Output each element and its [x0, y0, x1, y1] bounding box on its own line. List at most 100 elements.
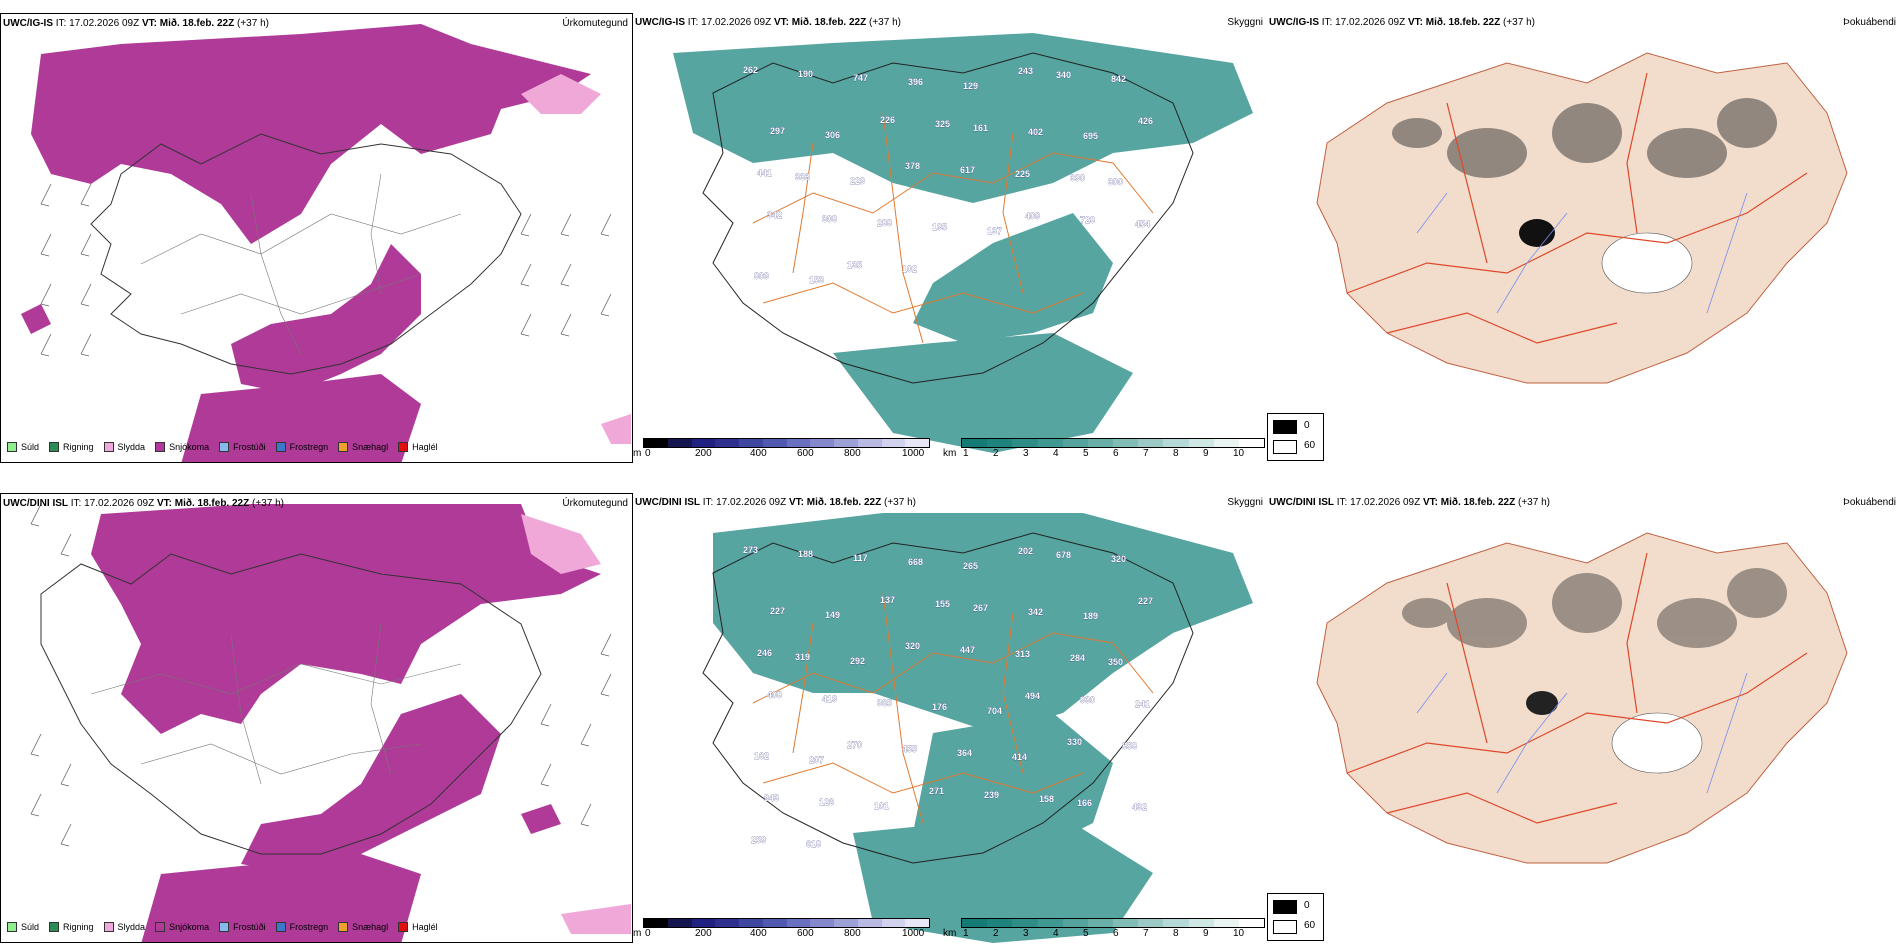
legend-label: Frostregn — [289, 442, 329, 452]
vis-strip — [961, 918, 1265, 928]
lead-time: (+37 h) — [869, 17, 901, 28]
precip-legend: Súld Rigning Slydda Snjókoma Frostúði Fr… — [7, 442, 448, 452]
model-name: UWC/IG-IS — [635, 17, 685, 28]
elev-unit: m — [633, 928, 642, 939]
lead-time: (+37 h) — [1518, 497, 1550, 508]
vt-value: Mið. 18.feb. 22Z — [1440, 497, 1516, 508]
vt-value: Mið. 18.feb. 22Z — [174, 498, 250, 509]
elev-unit: m — [633, 448, 642, 459]
lead-time: (+37 h) — [252, 498, 284, 509]
it-value: 17.02.2026 09Z — [1335, 17, 1406, 28]
legend-swatch — [7, 922, 17, 932]
fog-legend-dark-label: 0 — [1304, 420, 1310, 431]
model-name: UWC/DINI ISL — [3, 498, 68, 509]
lead-time: (+37 h) — [237, 18, 269, 29]
peak-elevation-label: 297 — [770, 126, 785, 136]
colorbar-segment — [1113, 919, 1139, 927]
vis-tick: 6 — [1113, 448, 1119, 459]
road-lines — [90, 623, 462, 785]
peak-elevation-label: 195 — [932, 222, 947, 232]
colorbar-segment — [667, 919, 692, 927]
colorbar-segment — [905, 919, 929, 927]
peak-elevation-label: 176 — [932, 702, 947, 712]
wind-barbs — [40, 183, 612, 357]
low-visibility-areas — [673, 33, 1253, 453]
colorbar-segment — [881, 439, 906, 447]
colorbar-segment — [1012, 919, 1038, 927]
legend-label: Rigning — [63, 922, 94, 932]
fog-shading — [1402, 568, 1787, 648]
legend-swatch — [103, 922, 114, 932]
colorbar-segment — [1238, 919, 1265, 927]
colorbar-segment — [786, 439, 811, 447]
iceland-outline — [702, 52, 1194, 384]
peak-elevation-label: 325 — [935, 119, 950, 129]
legend-item: Súld — [7, 922, 39, 932]
colorbar-segment — [1163, 919, 1189, 927]
peak-elevation-label: 101 — [874, 801, 889, 811]
vis-tick: 6 — [1113, 928, 1119, 939]
peak-elevation-label: 455 — [902, 744, 917, 754]
elev-tick: 600 — [797, 448, 814, 459]
precip-map-1 — [21, 24, 631, 462]
legend-label: Súld — [21, 442, 40, 452]
legend-label: Frostúði — [233, 922, 266, 932]
precip-legend: Súld Rigning Slydda Snjókoma Frostúði Fr… — [7, 922, 448, 932]
legend-label: Snjókoma — [169, 922, 210, 932]
it-label: IT: — [687, 17, 699, 28]
peak-elevation-label: 155 — [935, 599, 950, 609]
peak-elevation-label: 129 — [963, 81, 978, 91]
colorbar-segment — [810, 919, 834, 927]
vt-value: Mið. 18.feb. 22Z — [806, 497, 882, 508]
panel-header: UWC/IG-IS IT: 17.02.2026 09Z VT: Mið. 18… — [635, 17, 901, 28]
peak-elevation-label: 229 — [850, 176, 865, 186]
it-label: IT: — [1336, 497, 1348, 508]
it-value: 17.02.2026 09Z — [84, 498, 155, 509]
legend-swatch — [338, 442, 349, 452]
peak-elevation-label: 265 — [963, 561, 978, 571]
peak-elevation-label: 161 — [973, 123, 988, 133]
vt-label: VT: — [788, 497, 804, 508]
peak-elevation-label: 137 — [987, 226, 1002, 236]
glacier-dark — [1526, 691, 1558, 715]
peak-elevation-label: 441 — [757, 168, 772, 178]
colorbar-segment — [644, 439, 668, 447]
colorbar-segment — [1087, 919, 1114, 927]
visibility-colorbar: km 1 2 3 4 5 6 7 8 9 10 — [943, 918, 1265, 943]
elev-tick: 0 — [645, 448, 651, 459]
colorbar-segment — [1238, 439, 1265, 447]
peak-elevation-label: 149 — [825, 610, 840, 620]
model-name: UWC/DINI ISL — [635, 497, 700, 508]
peak-elevation-label: 162 — [754, 751, 769, 761]
peak-elevation-label: 704 — [987, 706, 1002, 716]
peak-elevation-label: 284 — [1070, 653, 1085, 663]
colorbar-segment — [987, 919, 1013, 927]
elev-tick: 0 — [645, 928, 651, 939]
panel-header: UWC/DINI ISL IT: 17.02.2026 09Z VT: Mið.… — [3, 498, 284, 509]
fog-roads — [1346, 552, 1808, 824]
colorbar-segment — [1138, 439, 1164, 447]
legend-item: Rigning — [49, 442, 94, 452]
vis-tick: 10 — [1233, 928, 1245, 939]
vt-label: VT: — [773, 17, 789, 28]
colorbar-segment — [1188, 439, 1214, 447]
legend-label: Snjókoma — [169, 442, 210, 452]
fog-roads — [1346, 72, 1808, 344]
sleet-areas — [521, 514, 631, 934]
peak-elevation-label: 678 — [1056, 550, 1071, 560]
colorbar-segment — [905, 439, 929, 447]
peak-elevation-label: 126 — [819, 797, 834, 807]
peak-elevation-label: 809 — [754, 271, 769, 281]
peak-elevation-labels: 262 190 747 396 129 243 340 842 297 306 226 325 161 4… — [743, 65, 1153, 285]
peak-elevation-label: 409 — [1025, 211, 1040, 221]
vt-value: Mið. 18.feb. 22Z — [791, 17, 867, 28]
legend-swatch — [338, 922, 349, 932]
peak-elevation-label: 202 — [1018, 546, 1033, 556]
peak-elevation-label: 188 — [798, 549, 813, 559]
vis-tick: 4 — [1053, 928, 1059, 939]
elev-tick: 600 — [797, 928, 814, 939]
legend-item: Frostregn — [275, 922, 328, 932]
peak-elevation-label: 292 — [850, 656, 865, 666]
peak-elevation-label: 350 — [1108, 657, 1123, 667]
peak-elevation-label: 190 — [798, 69, 813, 79]
